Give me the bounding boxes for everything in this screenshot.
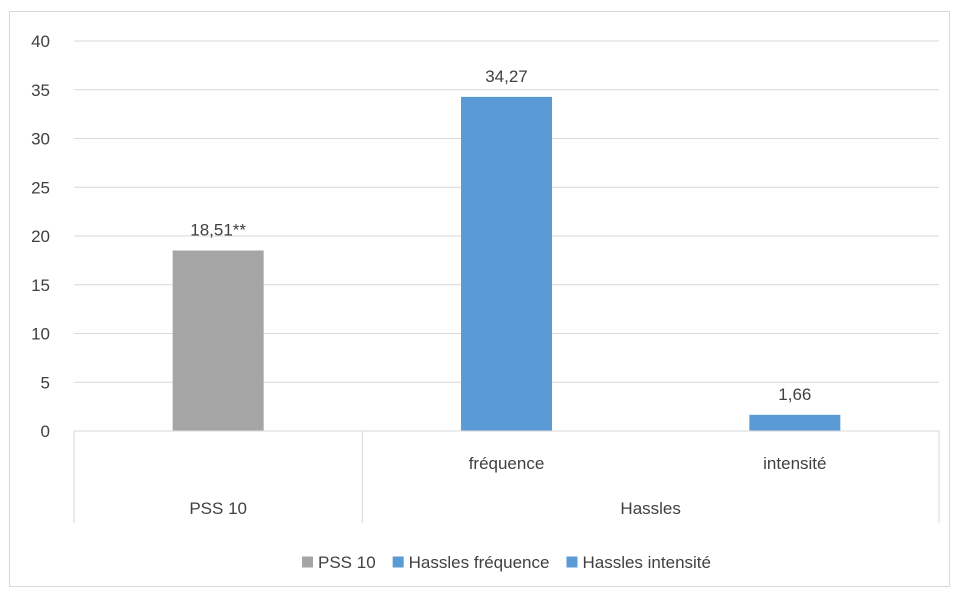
legend: PSS 10 Hassles fréquence Hassles intensité [302, 553, 711, 572]
legend-label: Hassles intensité [582, 553, 711, 572]
legend-swatch [392, 556, 404, 568]
y-tick-label: 35 [31, 81, 50, 100]
legend-label: PSS 10 [318, 553, 376, 572]
legend-item: Hassles fréquence [392, 553, 550, 572]
bars [172, 96, 841, 432]
y-tick-label: 30 [31, 130, 50, 149]
x-group-label: PSS 10 [189, 499, 247, 518]
y-tick-label: 20 [31, 227, 50, 246]
bar [461, 96, 552, 432]
y-axis-tick-labels: 0 5 10 15 20 25 30 35 40 [31, 32, 50, 441]
data-labels: 18,51** 34,27 1,66 [190, 67, 811, 404]
y-tick-label: 10 [31, 325, 50, 344]
x-sub-category-label: fréquence [469, 454, 545, 473]
legend-swatch [566, 556, 578, 568]
y-tick-label: 25 [31, 178, 50, 197]
bar [172, 250, 264, 431]
legend-swatch [302, 556, 314, 568]
data-label: 1,66 [778, 385, 811, 404]
y-tick-label: 5 [41, 373, 50, 392]
data-label: 34,27 [485, 67, 528, 86]
legend-item: Hassles intensité [566, 553, 711, 572]
y-tick-label: 0 [41, 422, 50, 441]
y-tick-label: 15 [31, 276, 50, 295]
data-label: 18,51** [190, 221, 246, 240]
y-tick-label: 40 [31, 32, 50, 51]
bar [749, 414, 841, 431]
x-sub-category-label: intensité [763, 454, 826, 473]
legend-item: PSS 10 [302, 553, 376, 572]
x-group-label: Hassles [620, 499, 680, 518]
legend-label: Hassles fréquence [409, 553, 550, 572]
x-axis: fréquence intensité PSS 10 Hassles [73, 430, 940, 523]
